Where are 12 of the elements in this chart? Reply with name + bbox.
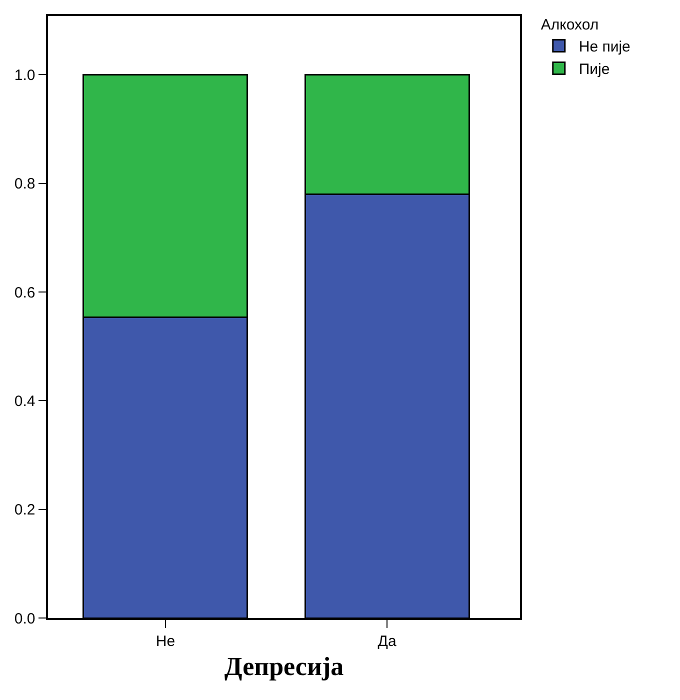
- y-tick-label: 0.0: [14, 610, 36, 628]
- y-tick-label: 0.6: [14, 284, 36, 302]
- y-tick-label: 0.8: [14, 176, 36, 193]
- legend-label: Не пије: [578, 38, 630, 56]
- y-tick-label: 0.4: [14, 392, 36, 410]
- y-tick-label: 1.0: [14, 66, 36, 84]
- legend-label: Пије: [578, 61, 610, 78]
- y-tick-label: 0.2: [14, 502, 36, 519]
- x-tick-label: Да: [378, 632, 397, 650]
- x-tick-label: Не: [156, 632, 176, 650]
- legend-title: Алкохол: [540, 16, 599, 34]
- x-axis-title: Депресија: [224, 652, 344, 681]
